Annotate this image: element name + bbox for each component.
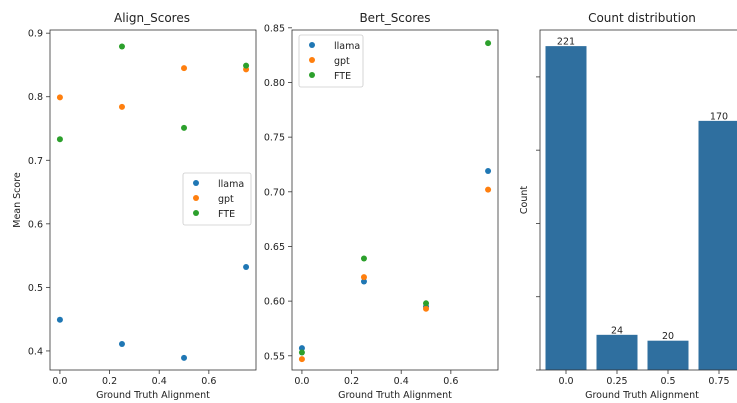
align-scores-ytick-label: 0.7 (28, 156, 43, 167)
bert-scores-point-gpt (485, 186, 492, 193)
bert-scores-point-gpt (298, 356, 305, 363)
bert-scores-ytick-label: 0.85 (264, 23, 285, 34)
bert-scores-point-fte (298, 349, 305, 356)
count-distribution-plot-area (539, 29, 737, 371)
bert-scores-ytick-label: 0.55 (264, 351, 285, 362)
align-scores-xtick-label: 0.4 (152, 376, 167, 387)
count-bar-value-label: 20 (662, 331, 674, 342)
align-scores-panel: Align_Scores 0.0 0.2 0.4 0.6 0.4 0.5 0.6 0.7 0.8… (12, 11, 257, 401)
count-distribution-xtick-label: 0.0 (558, 376, 573, 387)
align-scores-legend-marker-fte (193, 210, 199, 216)
align-scores-xtick-label: 0.0 (52, 376, 67, 387)
bert-scores-point-llama (298, 345, 305, 352)
count-bar-0-0 (545, 46, 587, 370)
align-scores-points (56, 43, 250, 361)
count-distribution-xtick-label: 0.5 (660, 376, 675, 387)
align-scores-point-gpt (181, 65, 188, 72)
count-distribution-ticks: 0.0 0.25 0.5 0.75 (536, 76, 730, 387)
bert-scores-xtick-label: 0.0 (294, 376, 309, 387)
bert-scores-xtick-label: 0.4 (394, 376, 409, 387)
bert-scores-legend-llama: llama (334, 41, 360, 52)
bert-scores-xtick-label: 0.6 (443, 376, 458, 387)
align-scores-plot-area (49, 29, 257, 371)
bert-scores-point-llama (485, 168, 492, 175)
bert-scores-title: Bert_Scores (359, 11, 430, 25)
count-distribution-ylabel: Count (519, 186, 530, 214)
align-scores-legend-gpt: gpt (218, 194, 234, 205)
align-scores-xtick-label: 0.6 (201, 376, 216, 387)
count-bar-0-75 (698, 120, 737, 371)
bert-scores-ytick-label: 0.60 (264, 297, 285, 308)
align-scores-point-gpt (56, 94, 63, 101)
bert-scores-ticks: 0.0 0.2 0.4 0.6 0.55 0.60 0.65 0.70 0.75 0.80 0.85 (264, 23, 459, 387)
bert-scores-ytick-label: 0.80 (264, 78, 285, 89)
align-scores-point-fte (56, 136, 63, 143)
align-scores-point-llama (181, 354, 188, 361)
bert-scores-legend-box (298, 34, 364, 88)
align-scores-legend: llama gpt FTE (182, 172, 252, 226)
bert-scores-legend-gpt: gpt (334, 56, 350, 67)
align-scores-title: Align_Scores (114, 11, 190, 25)
count-distribution-xtick-label: 0.75 (708, 376, 729, 387)
count-bar-value-label: 170 (710, 111, 728, 122)
align-scores-point-llama (243, 264, 250, 271)
bert-scores-xtick-label: 0.2 (344, 376, 359, 387)
align-scores-point-fte (243, 62, 250, 69)
align-scores-ytick-label: 0.4 (28, 346, 43, 357)
bert-scores-legend: llama gpt FTE (298, 34, 364, 88)
count-distribution-title: Count distribution (588, 11, 696, 25)
bert-scores-xlabel: Ground Truth Alignment (338, 390, 452, 401)
count-bar-0-25 (596, 334, 638, 370)
bert-scores-ytick-label: 0.75 (264, 133, 285, 144)
align-scores-xlabel: Ground Truth Alignment (96, 390, 210, 401)
align-scores-point-fte (118, 43, 125, 50)
bert-scores-point-fte (423, 300, 430, 307)
bert-scores-point-gpt (360, 274, 367, 281)
align-scores-legend-marker-llama (193, 180, 199, 186)
align-scores-ytick-label: 0.6 (28, 219, 43, 230)
align-scores-xtick-label: 0.2 (102, 376, 117, 387)
align-scores-point-llama (118, 340, 125, 347)
align-scores-legend-fte: FTE (218, 209, 235, 220)
bert-scores-points (298, 40, 492, 363)
bert-scores-plot-area (291, 29, 499, 371)
count-distribution-panel: Count distribution 221 24 20 170 0.0 0.25 0.5… (519, 11, 737, 401)
align-scores-ytick-label: 0.5 (28, 283, 43, 294)
bert-scores-legend-marker-gpt (309, 57, 315, 63)
count-distribution-bars: 221 24 20 170 (545, 37, 737, 371)
align-scores-ytick-label: 0.9 (28, 29, 43, 40)
bert-scores-ytick-label: 0.70 (264, 187, 285, 198)
count-distribution-xtick-label: 0.25 (606, 376, 627, 387)
align-scores-ylabel: Mean Score (12, 172, 23, 228)
count-bar-0-5 (647, 340, 689, 370)
bert-scores-point-llama (360, 278, 367, 285)
bert-scores-point-gpt (423, 305, 430, 312)
align-scores-legend-llama: llama (218, 179, 244, 190)
align-scores-ytick-label: 0.8 (28, 92, 43, 103)
count-distribution-xlabel: Ground Truth Alignment (585, 390, 699, 401)
bert-scores-point-fte (360, 255, 367, 262)
bert-scores-legend-marker-llama (309, 42, 315, 48)
bert-scores-point-fte (485, 40, 492, 47)
bert-scores-legend-fte: FTE (334, 71, 351, 82)
align-scores-point-fte (181, 124, 188, 131)
count-bar-value-label: 24 (611, 325, 623, 336)
align-scores-point-gpt (118, 103, 125, 110)
align-scores-ticks: 0.0 0.2 0.4 0.6 0.4 0.5 0.6 0.7 0.8 0.9 (28, 29, 217, 387)
align-scores-legend-marker-gpt (193, 195, 199, 201)
align-scores-point-llama (56, 316, 63, 323)
bert-scores-panel: Bert_Scores 0.0 0.2 0.4 0.6 0.55 0.60 0.65 0.70… (264, 11, 499, 401)
bert-scores-ytick-label: 0.65 (264, 242, 285, 253)
bert-scores-legend-marker-fte (309, 72, 315, 78)
count-bar-value-label: 221 (557, 37, 575, 48)
align-scores-legend-box (182, 172, 252, 226)
